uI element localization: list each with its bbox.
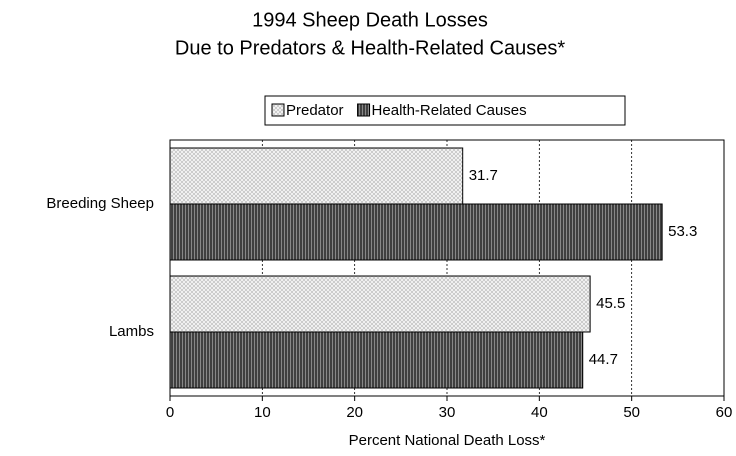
x-tick-label: 50 (623, 404, 640, 421)
x-tick-label: 0 (166, 404, 174, 421)
legend-swatch (357, 103, 371, 117)
legend-label: Health-Related Causes (372, 102, 527, 119)
plot-border (169, 139, 725, 397)
y-tick-label: Breeding Sheep (46, 195, 154, 212)
legend-box (264, 95, 626, 126)
bar (169, 147, 464, 205)
bar (169, 203, 663, 261)
data-label: 44.7 (589, 351, 618, 368)
chart-subtitle: Due to Predators & Health-Related Causes… (175, 37, 565, 59)
data-label: 53.3 (668, 223, 697, 240)
legend-label: Predator (286, 102, 344, 119)
y-tick-label: Lambs (109, 323, 154, 340)
data-label: 31.7 (469, 167, 498, 184)
x-tick-label: 30 (439, 404, 456, 421)
chart-title: 1994 Sheep Death Losses (252, 9, 488, 31)
data-label: 45.5 (596, 295, 625, 312)
x-axis-label: Percent National Death Loss* (349, 432, 546, 449)
bar (169, 331, 584, 389)
legend-swatch (271, 103, 285, 117)
x-tick-label: 60 (716, 404, 733, 421)
x-tick-label: 10 (254, 404, 271, 421)
bar (169, 275, 591, 333)
x-tick-label: 20 (346, 404, 363, 421)
x-tick-label: 40 (531, 404, 548, 421)
